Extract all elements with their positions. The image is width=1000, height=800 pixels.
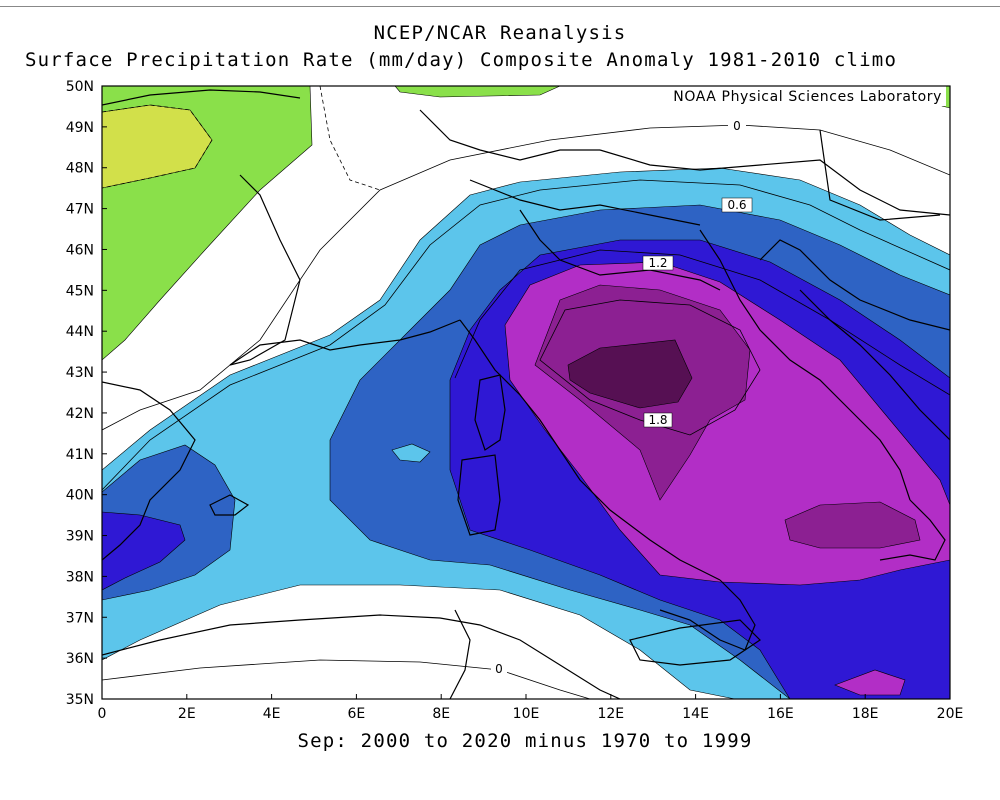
lon-tick-label: 16E [767,706,794,722]
lon-tick-label: 8E [432,706,450,722]
svg-text:1.8: 1.8 [648,413,667,427]
contour-label-1-8: 1.8 [643,412,673,428]
anomaly-band-1-2-small [391,443,431,463]
contour-line-0-north-upper [319,86,381,191]
latitude-axis: 35N 36N 37N 38N 39N 40N 41N 42N 43N 44N 45N 46N 47N 4… [66,79,107,708]
border-alps [519,209,721,291]
lat-tick-label: 38N [66,569,94,585]
contour-value-labels: 0 0.6 1.2 1.8 0 [491,119,753,676]
coastline-sardinia [457,454,501,536]
svg-text:0: 0 [495,662,503,676]
coastline-bay-biscay [229,174,301,366]
coastline-italy-west [459,319,721,581]
lat-tick-label: 35N [66,692,94,708]
lat-tick-label: 49N [66,120,94,136]
svg-text:0: 0 [733,119,741,133]
lat-tick-label: 39N [66,529,94,545]
lon-tick-label: 6E [348,706,366,722]
lat-tick-label: 47N [66,202,94,218]
coastlines-and-borders [102,89,950,699]
map-plot-area: 0 0.6 1.2 1.8 0 NOAA Physical Sciences L [102,86,950,699]
svg-text:0.6: 0.6 [727,198,746,212]
border-germany-austria [599,149,950,216]
chart-subtitle: Surface Precipitation Rate (mm/day) Comp… [25,49,898,71]
lat-tick-label: 44N [66,324,94,340]
lat-tick-label: 41N [66,447,94,463]
lon-tick-label: 20E [937,706,964,722]
coastline-gulf-of-lion [229,319,461,366]
lat-tick-label: 36N [66,651,94,667]
lat-tick-label: 50N [66,79,94,95]
coastline-corsica [474,374,506,451]
lon-tick-label: 2E [178,706,196,722]
anomaly-band-1-2-west [102,511,186,591]
coastline-adriatic-east [799,289,950,441]
coastline-balearics [209,494,250,516]
border-belgium [419,109,600,161]
border-france-switzerland [469,179,701,226]
contour-line-1-2 [454,249,950,396]
lon-tick-label: 0 [98,706,107,722]
contour-label-1-2: 1.2 [642,255,674,271]
contour-label-0-6: 0.6 [721,197,753,213]
negative-anomaly-top [394,86,561,98]
contour-line-neg-dashed [102,104,213,189]
coastline-north-africa [102,614,621,699]
lat-tick-label: 48N [66,161,94,177]
lat-tick-label: 40N [66,488,94,504]
lon-tick-label: 14E [682,706,709,722]
contour-label-0-south: 0 [491,662,507,676]
anomaly-band-1-5-south [834,669,906,696]
chart-title: NCEP/NCAR Reanalysis [373,22,627,44]
contour-label-0-north: 0 [728,119,746,133]
anomaly-band-1-8-east [784,501,921,549]
coastline-france-atlantic [102,89,301,106]
coastline-tunisia [449,609,471,699]
contour-line-0-south [102,659,591,699]
lat-tick-label: 45N [66,283,94,299]
longitude-axis: 0 2E 4E 6E 8E 10E 12E 14E 16E 18E 20E [98,694,964,722]
lon-tick-label: 18E [852,706,879,722]
lat-tick-label: 37N [66,610,94,626]
lat-tick-label: 43N [66,365,94,381]
lon-tick-label: 12E [597,706,624,722]
lat-tick-label: 46N [66,242,94,258]
lat-tick-label: 42N [66,406,94,422]
contour-line-1-8 [539,299,761,436]
top-border-line [0,6,1000,7]
contour-line-0-6 [102,179,950,491]
border-austria-hungary [819,129,941,221]
coastline-sicily [629,619,761,666]
border-slovenia-croatia [759,239,950,331]
coastline-italy-heel [879,499,946,561]
coastline-spain-east [102,381,196,561]
lon-tick-label: 4E [263,706,281,722]
period-label: Sep: 2000 to 2020 minus 1970 to 1999 [297,730,753,752]
coastline-italy-east [699,229,911,501]
svg-text:1.2: 1.2 [648,256,667,270]
lon-tick-label: 10E [513,706,540,722]
credit-text: NOAA Physical Sciences Laboratory [673,89,942,105]
anomaly-core-2-1 [567,339,693,409]
credit-box: NOAA Physical Sciences Laboratory [594,86,946,106]
